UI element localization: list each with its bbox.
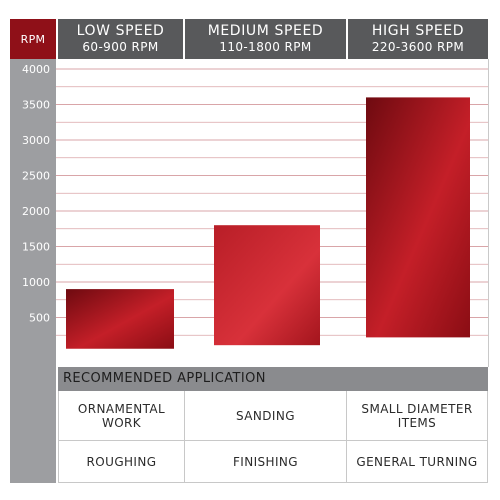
bar-low-speed bbox=[66, 289, 174, 349]
application-cell: SMALL DIAMETER ITEMS bbox=[347, 391, 488, 441]
y-axis-title: RPM bbox=[10, 19, 56, 59]
y-axis-svg: 500 1000 1500 2000 2500 3000 3500 4000 bbox=[22, 63, 50, 325]
column-header-title: HIGH SPEED bbox=[371, 23, 465, 39]
application-cell: ORNAMENTAL WORK bbox=[58, 391, 185, 441]
bar-medium-speed bbox=[214, 225, 320, 346]
column-header-low-speed: LOW SPEED 60-900 RPM bbox=[58, 19, 183, 59]
plot-area bbox=[56, 59, 489, 367]
y-axis-panel: 500 1000 1500 2000 2500 3000 3500 4000 bbox=[10, 59, 56, 483]
bar-high-speed bbox=[366, 97, 470, 338]
application-cell: ROUGHING bbox=[58, 441, 185, 483]
column-header-title: LOW SPEED bbox=[76, 23, 165, 39]
y-tick-label: 1000 bbox=[22, 276, 50, 289]
y-tick-label: 1500 bbox=[22, 241, 50, 254]
y-tick-label: 500 bbox=[29, 312, 50, 325]
application-cell: GENERAL TURNING bbox=[347, 441, 488, 483]
recommended-application-title: RECOMMENDED APPLICATION bbox=[58, 367, 488, 391]
column-header-range: 220-3600 RPM bbox=[371, 40, 465, 54]
column-header-range: 110-1800 RPM bbox=[219, 40, 312, 54]
chart-frame: RPM LOW SPEED 60-900 RPM MEDIUM SPEED 11… bbox=[10, 19, 489, 483]
application-cell: FINISHING bbox=[185, 441, 347, 483]
column-header-range: 60-900 RPM bbox=[82, 40, 159, 54]
column-header-medium-speed: MEDIUM SPEED 110-1800 RPM bbox=[185, 19, 346, 59]
y-tick-label: 2000 bbox=[22, 205, 50, 218]
plot-svg bbox=[56, 68, 488, 349]
y-tick-label: 2500 bbox=[22, 170, 50, 183]
application-cell: SANDING bbox=[185, 391, 347, 441]
column-header-title: MEDIUM SPEED bbox=[207, 23, 324, 39]
y-tick-label: 4000 bbox=[22, 63, 50, 76]
y-tick-label: 3000 bbox=[22, 134, 50, 147]
y-tick-label: 3500 bbox=[22, 99, 50, 112]
column-header-high-speed: HIGH SPEED 220-3600 RPM bbox=[348, 19, 488, 59]
